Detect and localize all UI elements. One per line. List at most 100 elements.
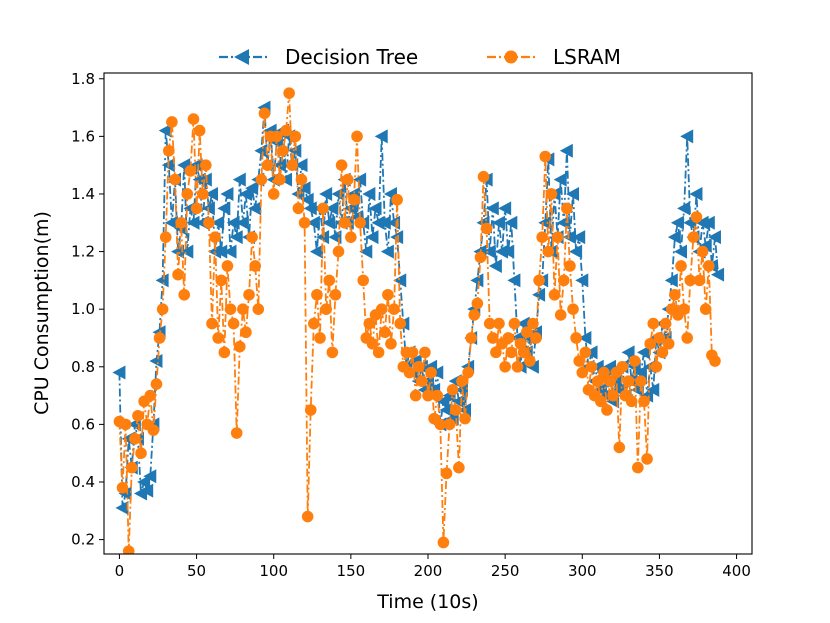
data-point-lsram [178, 288, 191, 301]
data-point-lsram [372, 346, 385, 359]
data-point-decision-tree [393, 273, 407, 288]
data-point-lsram [681, 332, 693, 344]
data-point-lsram [656, 346, 669, 359]
data-point-lsram [292, 202, 305, 215]
x-axis-label: Time (10s) [376, 591, 478, 613]
data-point-decision-tree [525, 359, 539, 374]
data-point-lsram [468, 309, 481, 321]
data-point-decision-tree [569, 244, 583, 259]
legend-item-lsram: LSRAM [487, 45, 621, 69]
data-point-decision-tree [689, 186, 703, 201]
data-point-lsram [116, 481, 129, 494]
legend: Decision Tree LSRAM [219, 45, 621, 69]
data-point-lsram [524, 355, 536, 367]
data-point-lsram [169, 173, 181, 186]
data-point-decision-tree [593, 382, 607, 397]
data-point-lsram [638, 395, 650, 408]
data-point-decision-tree [226, 215, 240, 230]
data-point-decision-tree [217, 201, 231, 216]
data-point-lsram [301, 510, 314, 523]
data-point-decision-tree [180, 244, 194, 259]
legend-label-decision-tree: Decision Tree [285, 45, 418, 69]
data-point-lsram [252, 303, 265, 315]
data-point-lsram [255, 173, 268, 186]
legend-item-decision-tree: Decision Tree [219, 45, 418, 69]
data-point-lsram [527, 317, 539, 330]
data-point-decision-tree [572, 230, 586, 245]
data-point-lsram [341, 173, 354, 186]
data-point-lsram [579, 346, 592, 359]
x-tick-label: 150 [337, 562, 366, 580]
data-point-lsram [425, 366, 437, 379]
data-point-lsram [443, 418, 456, 431]
data-point-lsram [607, 389, 619, 402]
data-point-lsram [490, 346, 502, 359]
data-point-lsram [570, 332, 582, 344]
data-point-decision-tree [359, 244, 373, 259]
y-tick-label: 1.2 [71, 243, 95, 261]
y-tick-label: 1.6 [71, 127, 95, 145]
data-point-decision-tree [232, 172, 246, 187]
data-point-decision-tree [488, 258, 502, 273]
data-point-decision-tree [553, 172, 567, 187]
data-point-lsram [690, 211, 703, 223]
data-point-lsram [434, 418, 447, 431]
data-point-lsram [181, 188, 194, 200]
data-point-decision-tree [158, 123, 172, 138]
data-point-decision-tree [189, 158, 203, 173]
data-point-lsram [487, 332, 499, 344]
data-point-lsram [329, 288, 342, 301]
data-point-lsram [351, 130, 363, 143]
data-point-lsram [385, 337, 397, 350]
data-point-decision-tree [322, 215, 336, 230]
data-point-lsram [363, 317, 376, 330]
data-point-decision-tree [198, 172, 212, 187]
data-point-decision-tree [325, 201, 339, 216]
data-point-decision-tree [112, 365, 126, 380]
data-point-lsram [419, 346, 431, 359]
data-point-lsram [675, 260, 687, 272]
data-point-lsram [311, 288, 323, 301]
data-point-lsram [625, 395, 638, 408]
data-point-lsram [641, 453, 653, 465]
circle-icon [504, 50, 518, 64]
data-point-lsram [644, 337, 656, 350]
data-point-lsram [557, 274, 570, 287]
data-point-decision-tree [566, 186, 580, 201]
data-point-decision-tree [115, 500, 129, 515]
data-point-lsram [233, 340, 246, 353]
data-point-lsram [662, 337, 675, 350]
data-point-lsram [271, 130, 283, 143]
data-point-lsram [382, 288, 394, 301]
data-point-decision-tree [143, 469, 157, 484]
data-point-decision-tree [365, 230, 379, 245]
data-point-decision-tree [701, 215, 715, 230]
data-point-lsram [345, 231, 357, 243]
data-point-decision-tree [229, 230, 243, 245]
data-point-decision-tree [211, 215, 225, 230]
data-point-lsram [153, 332, 166, 344]
y-tick-label: 1.4 [71, 185, 95, 203]
series-lsram [113, 87, 721, 554]
data-point-lsram [595, 395, 607, 408]
x-axis: 0 50 100 150 200 250 300 350 400 [115, 554, 751, 580]
data-point-lsram [240, 326, 252, 339]
data-point-decision-tree [186, 215, 200, 230]
data-point-decision-tree [300, 192, 314, 207]
data-point-decision-tree [137, 474, 151, 489]
data-point-lsram [332, 245, 345, 258]
data-point-lsram [221, 260, 234, 272]
data-point-decision-tree [303, 201, 317, 216]
data-point-decision-tree [309, 244, 323, 259]
data-point-lsram [703, 260, 715, 272]
series-layer [112, 87, 725, 554]
data-point-decision-tree [637, 345, 650, 360]
data-point-lsram [283, 87, 295, 99]
data-point-decision-tree [538, 215, 552, 230]
data-point-lsram [493, 317, 505, 330]
data-point-decision-tree [306, 215, 320, 230]
data-point-lsram [628, 355, 641, 367]
data-point-decision-tree [670, 215, 684, 230]
data-point-lsram [357, 274, 370, 287]
